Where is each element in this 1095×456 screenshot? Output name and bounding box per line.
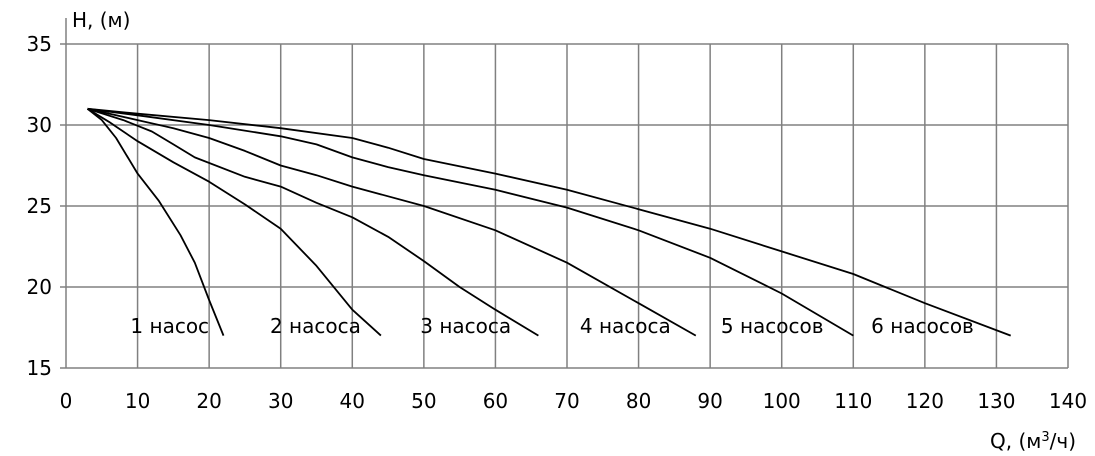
axes xyxy=(60,18,1068,369)
x-tick-label-80: 80 xyxy=(626,389,651,413)
series-line-2 xyxy=(87,108,382,337)
x-tick-label-10: 10 xyxy=(125,389,150,413)
x-tick-label-130: 130 xyxy=(977,389,1015,413)
x-tick-label-30: 30 xyxy=(268,389,293,413)
x-tick-label-40: 40 xyxy=(340,389,365,413)
y-tick-label-30: 30 xyxy=(27,113,52,137)
grid-lines xyxy=(66,43,1069,368)
x-tick-label-100: 100 xyxy=(763,389,801,413)
y-tick-label-35: 35 xyxy=(27,32,52,56)
x-tick-label-110: 110 xyxy=(834,389,872,413)
x-axis-title-suffix: /ч) xyxy=(1050,429,1076,453)
series-label-1: 1 насос xyxy=(130,314,209,338)
x-tick-labels: 0 10 20 30 40 50 60 70 80 90 100 110 120 130 140 xyxy=(60,389,1087,413)
y-tick-label-25: 25 xyxy=(27,194,52,218)
series-line-4 xyxy=(87,107,697,337)
x-tick-label-60: 60 xyxy=(483,389,508,413)
x-tick-label-90: 90 xyxy=(697,389,722,413)
x-axis-title-superscript: 3 xyxy=(1041,430,1049,445)
series-label-4: 4 насоса xyxy=(580,314,671,338)
series-label-3: 3 насоса xyxy=(420,314,511,338)
series-line-5 xyxy=(87,107,854,337)
series-label-2: 2 насоса xyxy=(270,314,361,338)
series-label-6: 6 насосов xyxy=(871,314,974,338)
series-line-1 xyxy=(86,108,225,336)
y-tick-label-15: 15 xyxy=(27,356,52,380)
x-axis-title-prefix: Q, (м xyxy=(990,429,1041,453)
y-axis-title: H, (м) xyxy=(72,8,130,32)
series-label-5: 5 насосов xyxy=(721,314,824,338)
y-tick-labels: 15 20 25 30 35 xyxy=(27,32,52,380)
series-labels: 1 насос 2 насоса 3 насоса 4 насоса 5 насосов… xyxy=(130,314,973,338)
x-tick-label-50: 50 xyxy=(411,389,436,413)
x-tick-label-20: 20 xyxy=(196,389,221,413)
series-lines xyxy=(86,107,1012,337)
x-tick-label-140: 140 xyxy=(1049,389,1087,413)
x-tick-label-120: 120 xyxy=(906,389,944,413)
x-axis-title: Q, (м3/ч) xyxy=(990,429,1076,453)
x-tick-label-0: 0 xyxy=(60,389,73,413)
y-tick-label-20: 20 xyxy=(27,275,52,299)
series-line-6 xyxy=(87,107,1012,337)
x-tick-label-70: 70 xyxy=(554,389,579,413)
series-line-3 xyxy=(87,107,539,337)
